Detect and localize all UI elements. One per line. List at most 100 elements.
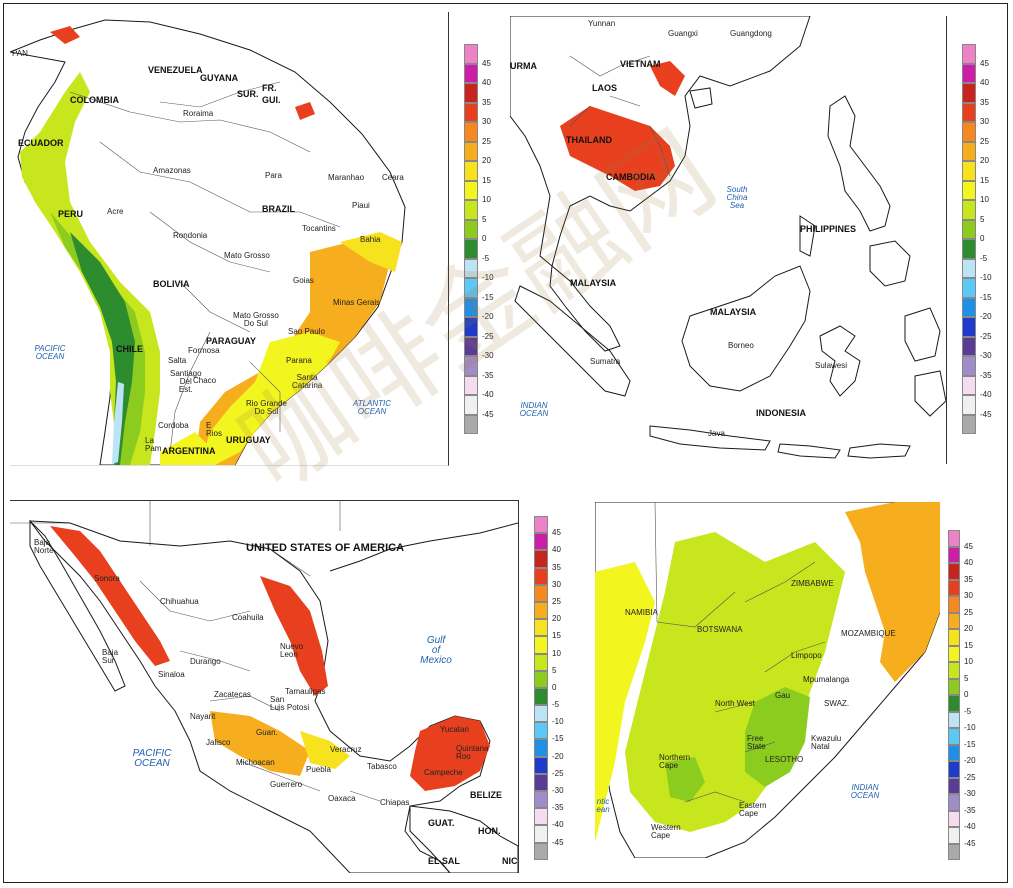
label-sinaloa: Sinaloa <box>158 670 185 679</box>
legend-swatch <box>534 739 548 757</box>
legend-row: -15 <box>948 740 976 761</box>
label-piaui: Piaui <box>352 201 370 210</box>
legend-tick-label: -10 <box>980 273 992 282</box>
label-bolivia: BOLIVIA <box>153 279 190 289</box>
legend-tick-label: -5 <box>980 253 988 263</box>
legend-row: -40 <box>948 823 976 844</box>
legend-tick-label: 25 <box>964 607 973 617</box>
label-guat: GUAT. <box>428 818 455 828</box>
legend-tick-label: -10 <box>482 273 494 282</box>
legend-tick-label: -5 <box>552 700 560 710</box>
legend-tick-label: 15 <box>482 175 491 185</box>
legend-tick-label: -45 <box>964 838 976 848</box>
legend-tick-label: 30 <box>482 117 491 126</box>
label-ceara: Ceara <box>382 173 404 182</box>
legend-swatch <box>948 794 960 811</box>
legend-row: -5 <box>962 254 992 278</box>
legend-row: 35 <box>464 98 494 122</box>
legend-tick-label: 5 <box>964 673 969 683</box>
legend-row: -25 <box>464 332 494 356</box>
legend-swatch <box>962 239 976 259</box>
legend-row: 40 <box>464 79 494 103</box>
label-fr: FR. <box>262 83 277 93</box>
legend-tick-label: 30 <box>964 591 973 600</box>
legend-swatch <box>534 567 548 585</box>
label-belize: BELIZE <box>470 790 503 800</box>
legend-swatch <box>464 258 478 278</box>
label-usa: UNITED STATES OF AMERICA <box>246 542 405 554</box>
legend-row: -40 <box>464 391 494 415</box>
label-pan: PAN <box>12 49 28 58</box>
legend-tick-label: -20 <box>964 756 976 765</box>
label-ecuador: ECUADOR <box>18 138 64 148</box>
label-guangdong: Guangdong <box>730 29 772 38</box>
legend-tick-label: -5 <box>964 706 972 716</box>
legend-tick-label: -35 <box>980 370 992 380</box>
legend-row: -25 <box>534 769 564 791</box>
label-para: Para <box>265 171 282 180</box>
label-guerrero: Guerrero <box>270 780 303 789</box>
label-tamaulipas: Tamaulipas <box>285 687 326 696</box>
legend-swatch <box>464 297 478 317</box>
label-salta: Salta <box>168 356 187 365</box>
legend-row: 10 <box>962 196 992 220</box>
legend-row: 35 <box>948 575 976 596</box>
label-brazil: BRAZIL <box>262 204 295 214</box>
legend-tick-label: -25 <box>552 768 564 778</box>
legend-swatch <box>948 728 960 745</box>
label-el-sal: EL SAL <box>428 856 460 866</box>
legend-tick-label: -15 <box>482 292 494 302</box>
label-san-luis-potosi: San Luis Potosi <box>270 695 310 712</box>
legend-row: 30 <box>534 580 564 602</box>
label-mpumalanga: Mpumalanga <box>803 675 850 684</box>
legend-swatch <box>962 258 976 278</box>
label-malaysia-west: MALAYSIA <box>570 278 617 288</box>
label-la-pampa: La Pam <box>145 436 162 453</box>
legend-swatch <box>948 761 960 778</box>
legend-tick-label: 45 <box>964 541 973 551</box>
legend-tick-label: 25 <box>552 596 561 606</box>
legend-swatch <box>962 219 976 239</box>
label-gulf-of-mexico: Gulf of Mexico <box>420 635 452 666</box>
legend-row: 30 <box>948 592 976 613</box>
legend-tick-label: 0 <box>482 234 487 243</box>
label-hon: HON. <box>478 826 501 836</box>
label-sonora: Sonora <box>94 574 120 583</box>
label-burma: URMA <box>510 61 537 71</box>
legend-row: 30 <box>464 118 494 142</box>
legend-swatch <box>534 533 548 551</box>
label-sulawesi: Sulawesi <box>815 361 848 370</box>
legend-tick-label: 5 <box>482 214 487 224</box>
legend-swatch <box>464 317 478 337</box>
label-thailand: THAILAND <box>566 135 612 145</box>
label-malaysia-east: MALAYSIA <box>710 307 757 317</box>
label-guyana: GUYANA <box>200 73 239 83</box>
legend-south-america: 45 40 35 30 25 20 15 10 5 0 -5 -10 -15 -20 -25 -30 -35 -4… <box>464 44 494 434</box>
legend-swatch <box>534 722 548 740</box>
legend-row: 40 <box>962 79 992 103</box>
label-pacific-ocean-mx: PACIFIC OCEAN <box>132 748 172 769</box>
legend-swatch <box>962 317 976 337</box>
legend-swatch <box>948 530 960 547</box>
legend-tick-label: 45 <box>980 58 989 68</box>
legend-tick-label: -45 <box>980 409 992 419</box>
label-colombia: COLOMBIA <box>70 95 119 105</box>
legend-tick-label: -40 <box>964 822 976 831</box>
label-mozambique: MOZAMBIQUE <box>841 629 896 638</box>
legend-swatch <box>948 596 960 613</box>
legend-row: -25 <box>962 332 992 356</box>
label-nayarit: Nayarit <box>190 712 216 721</box>
legend-swatch <box>464 63 478 83</box>
legend-row: 15 <box>948 641 976 662</box>
label-western-cape: Western Cape <box>651 823 681 840</box>
label-indonesia: INDONESIA <box>756 408 807 418</box>
label-santiago-del-estero: Santiago Del Est. <box>170 369 202 394</box>
label-vietnam: VIETNAM <box>620 59 661 69</box>
legend-swatch <box>534 791 548 809</box>
legend-row: 10 <box>948 658 976 679</box>
label-baja-norte: Baja Norte <box>34 538 54 555</box>
legend-row: 25 <box>962 137 992 161</box>
legend-row: 0 <box>464 235 494 259</box>
legend-row: 20 <box>948 625 976 646</box>
label-mato-grosso: Mato Grosso <box>224 251 270 260</box>
